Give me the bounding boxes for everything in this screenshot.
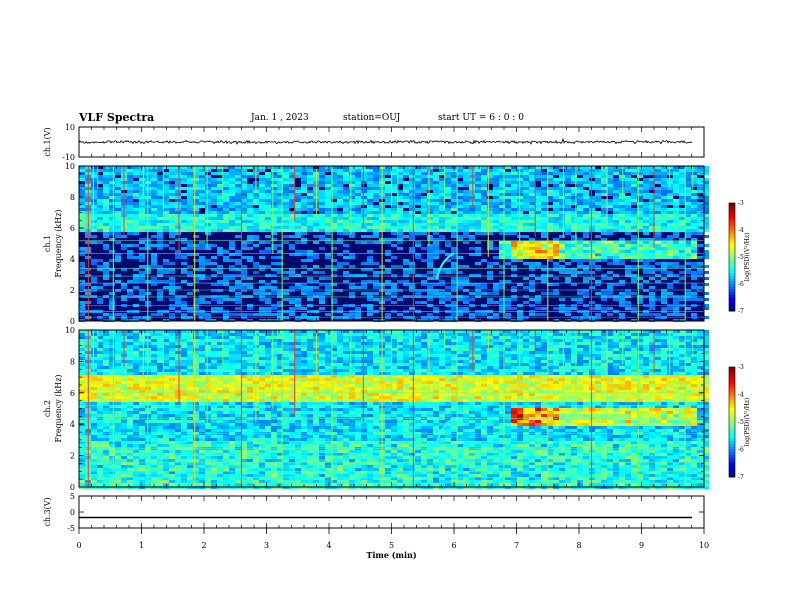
colorbar-ch1 xyxy=(728,202,736,312)
spectrogram-ch1 xyxy=(78,165,709,322)
y-tick-label: 8 xyxy=(70,357,75,366)
station-label: station=OUJ xyxy=(343,113,401,123)
x-tick-label: 9 xyxy=(639,541,644,550)
figure-title: VLF Spectra xyxy=(79,111,155,124)
y-tick-label: 10 xyxy=(65,123,75,132)
colorbar-tick-label: -5 xyxy=(738,419,744,426)
colorbar-tick-label: -4 xyxy=(738,227,744,234)
waveform-frame xyxy=(78,495,705,529)
y-axis-channel-label: ch.1 xyxy=(43,235,52,252)
y-tick-label: 6 xyxy=(70,224,75,233)
x-tick-label: 1 xyxy=(139,541,144,550)
date-label: Jan. 1 , 2023 xyxy=(251,113,309,123)
y-tick-label: 0 xyxy=(70,317,75,326)
y-tick-label: 0 xyxy=(70,508,75,517)
y-tick-label: 4 xyxy=(70,255,75,264)
y-tick-label: 2 xyxy=(70,452,75,461)
x-axis-label: Time (min) xyxy=(366,550,416,560)
x-tick-label: 8 xyxy=(576,541,581,550)
x-tick-label: 0 xyxy=(76,541,81,550)
y-tick-label: 8 xyxy=(70,193,75,202)
y-tick-label: 2 xyxy=(70,286,75,295)
x-tick-label: 6 xyxy=(451,541,456,550)
y-tick-label: -10 xyxy=(62,153,75,162)
y-axis-label: ch.3(V) xyxy=(43,497,52,526)
y-axis-label: ch.1(V) xyxy=(43,127,52,156)
x-tick-label: 7 xyxy=(514,541,519,550)
panel-1-x-ticks xyxy=(78,127,705,157)
y-tick-label: 5 xyxy=(70,492,75,501)
waveform-ch3 xyxy=(78,495,705,529)
colorbar-tick-label: -6 xyxy=(738,281,744,288)
colorbar-tick-label: -7 xyxy=(738,308,744,315)
y-tick-label: 10 xyxy=(65,326,75,335)
colorbar-label: log(PSD)(V²/Hz) xyxy=(744,233,751,282)
x-tick-label: 2 xyxy=(201,541,206,550)
y-axis-label: Frequency (kHz) xyxy=(54,374,63,442)
y-tick-label: 4 xyxy=(70,420,75,429)
y-tick-label: 10 xyxy=(65,162,75,171)
colorbar-tick-label: -4 xyxy=(738,392,744,399)
colorbar-tick-label: -3 xyxy=(738,364,744,371)
panel-4-x-ticks xyxy=(78,496,705,528)
colorbar-tick-label: -7 xyxy=(738,474,744,481)
y-tick-label: -5 xyxy=(67,524,75,533)
x-tick-label: 5 xyxy=(389,541,394,550)
spectrogram-ch2 xyxy=(78,329,709,489)
panel-3-x-ticks xyxy=(78,330,705,487)
start-time-label: start UT = 6 : 0 : 0 xyxy=(438,113,524,123)
y-tick-label: 6 xyxy=(70,389,75,398)
x-tick-label: 3 xyxy=(264,541,269,550)
x-tick-label: 10 xyxy=(699,541,709,550)
colorbar-tick-label: -3 xyxy=(738,200,744,207)
colorbar-tick-label: -5 xyxy=(738,254,744,261)
panel-2-x-ticks xyxy=(78,166,705,321)
ch1-trace xyxy=(78,137,693,145)
y-tick-label: 0 xyxy=(70,483,75,492)
y-axis-channel-label: ch.2 xyxy=(43,400,52,417)
colorbar-ch2 xyxy=(728,366,736,478)
colorbar-tick-label: -6 xyxy=(738,447,744,454)
colorbar-label: log(PSD)(V²/Hz) xyxy=(744,398,751,447)
x-tick-label: 4 xyxy=(326,541,331,550)
y-axis-label: Frequency (kHz) xyxy=(54,209,63,277)
